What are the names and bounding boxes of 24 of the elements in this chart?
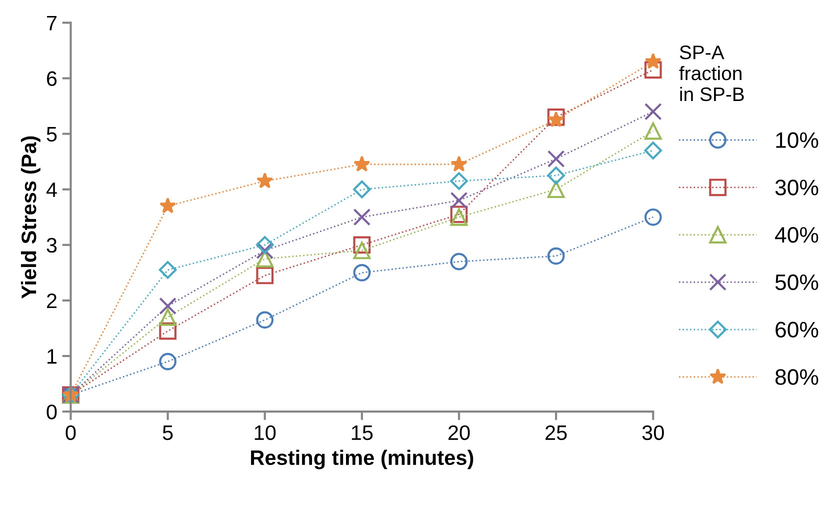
legend-label: 60%: [776, 322, 818, 338]
y-tick-label: 1: [48, 349, 57, 364]
x-tick-label: 20: [448, 425, 470, 440]
y-tick-label: 0: [46, 404, 57, 420]
y-tick-label: 7: [47, 16, 56, 30]
y-tick-label: 4: [46, 182, 57, 197]
x-tick-label: 15: [352, 426, 373, 440]
y-tick-label: 3: [46, 238, 57, 253]
legend-label: 50%: [775, 274, 818, 290]
y-axis-title: Yield Stress (Pa): [20, 136, 40, 299]
legend-label: 40%: [775, 227, 818, 243]
legend-label: 30%: [775, 180, 818, 196]
x-tick-label: 5: [162, 426, 173, 440]
y-tick-label: 6: [47, 71, 57, 86]
x-axis-title: Resting time (minutes): [251, 450, 474, 470]
y-tick-label: 5: [46, 127, 57, 142]
legend-label: 80%: [775, 369, 818, 385]
y-tick-label: 2: [46, 293, 56, 308]
legend-title: SP-A fraction in SP-B: [679, 46, 744, 102]
x-tick-label: 0: [66, 425, 76, 440]
x-tick-label: 30: [642, 425, 664, 440]
x-tick-label: 25: [546, 425, 567, 440]
x-tick-label: 10: [254, 425, 276, 440]
legend-label: 10%: [776, 132, 818, 148]
